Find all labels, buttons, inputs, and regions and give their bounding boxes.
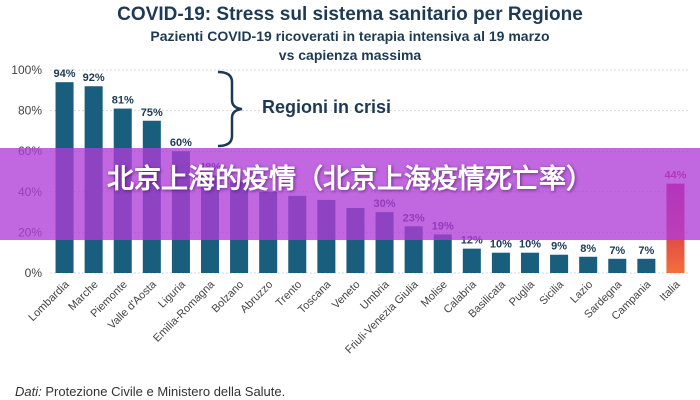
bar	[579, 256, 598, 273]
value-label: 7%	[609, 245, 625, 257]
crisis-annotation: Regioni in crisi	[262, 97, 392, 117]
chart-title: COVID-19: Stress sul sistema sanitario p…	[117, 4, 583, 25]
value-label: 75%	[141, 107, 163, 119]
y-tick-label: 0%	[25, 266, 43, 280]
value-label: 9%	[551, 241, 567, 253]
crisis-bracket	[217, 70, 243, 148]
y-tick-label: 100%	[11, 63, 42, 77]
overlay-banner	[0, 148, 700, 240]
bar	[520, 252, 540, 273]
y-tick-label: 80%	[18, 104, 42, 118]
bar	[608, 258, 627, 273]
value-label: 10%	[490, 239, 512, 251]
overlay-title: 北京上海的疫情（北京上海疫情死亡率）	[107, 164, 593, 195]
value-label: 60%	[170, 137, 192, 149]
category-label: Sicilia	[537, 278, 566, 307]
value-label: 94%	[54, 68, 76, 80]
category-label: Italia	[658, 278, 684, 304]
category-label: Puglia	[507, 278, 538, 309]
category-label: Toscana	[296, 278, 334, 316]
category-label: Lazio	[568, 279, 595, 306]
value-label: 92%	[83, 72, 105, 84]
bar	[550, 254, 569, 273]
chart-subtitle-line-2: vs capienza massima	[278, 47, 422, 63]
value-label: 10%	[519, 239, 541, 251]
value-label: 81%	[112, 95, 134, 107]
category-label: Abruzzo	[238, 279, 275, 316]
category-label: Lombardia	[26, 278, 72, 324]
bar	[637, 258, 656, 273]
source-note: Dati: Protezione Civile e Ministero dell…	[15, 384, 285, 399]
category-label: Veneto	[330, 279, 363, 312]
value-label: 7%	[638, 245, 654, 257]
chart-subtitle-line-1: Pazienti COVID-19 ricoverati in terapia …	[150, 28, 550, 44]
bar	[433, 234, 452, 273]
source-prefix: Dati:	[15, 384, 42, 399]
value-label: 8%	[580, 243, 596, 255]
bar	[462, 248, 481, 273]
source-text: Protezione Civile e Ministero della Salu…	[41, 384, 286, 399]
bar	[491, 252, 510, 273]
